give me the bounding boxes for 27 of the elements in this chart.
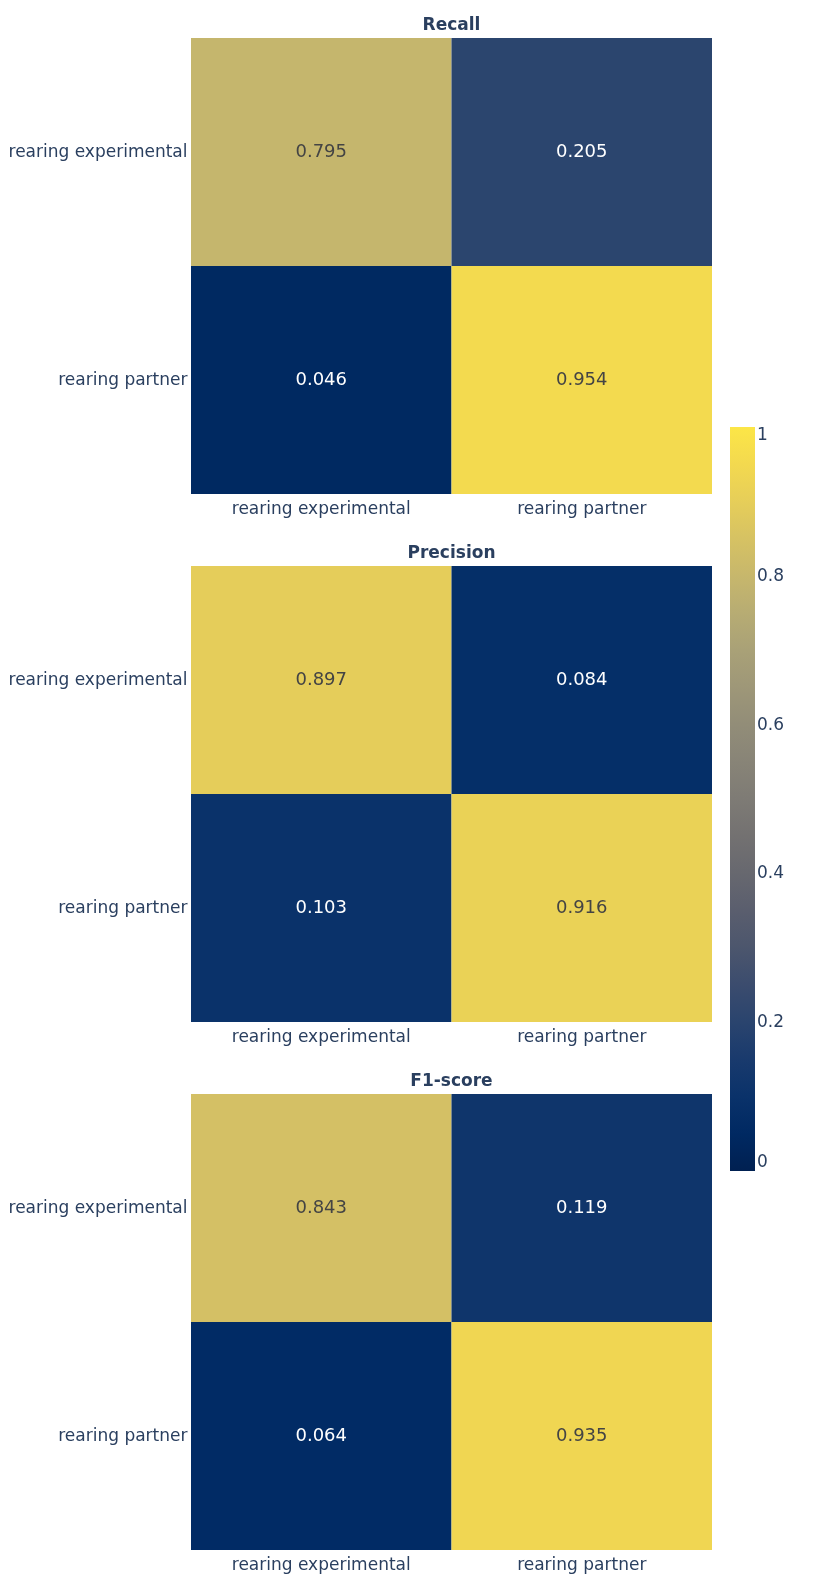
y-tick-label: rearing experimental (8, 141, 188, 161)
data-label: 0.084 (555, 668, 608, 689)
data-label: 0.954 (555, 368, 608, 389)
chart-title: Precision (407, 542, 496, 562)
data-label: 0.205 (555, 140, 608, 161)
y-tick-label: rearing experimental (8, 669, 188, 689)
chart-title: F1-score (410, 1070, 493, 1090)
data-label: 0.916 (555, 896, 608, 917)
chart-title: Recall (422, 14, 481, 34)
color-bar-label: 0.6 (757, 713, 785, 734)
data-label: 0.843 (295, 1196, 348, 1217)
data-label: 0.795 (295, 140, 348, 161)
data-label: 0.897 (295, 668, 348, 689)
data-label: 0.064 (295, 1424, 348, 1445)
y-tick-label: rearing partner (58, 1425, 188, 1445)
color-bar-label: 0.4 (757, 862, 785, 883)
y-tick-label: rearing partner (58, 897, 188, 917)
data-label: 0.119 (555, 1196, 608, 1217)
color-bar-label: 0 (757, 1151, 768, 1171)
data-label: 0.103 (295, 896, 348, 917)
y-tick-label: rearing experimental (8, 1197, 188, 1217)
data-label: 0.935 (555, 1424, 608, 1445)
data-label: 0.046 (295, 368, 348, 389)
color-bar-label: 0.2 (757, 1011, 785, 1032)
color-bar-label: 0.8 (757, 564, 785, 585)
y-tick-label: rearing partner (58, 369, 188, 389)
color-bar-label: 1 (757, 424, 768, 444)
